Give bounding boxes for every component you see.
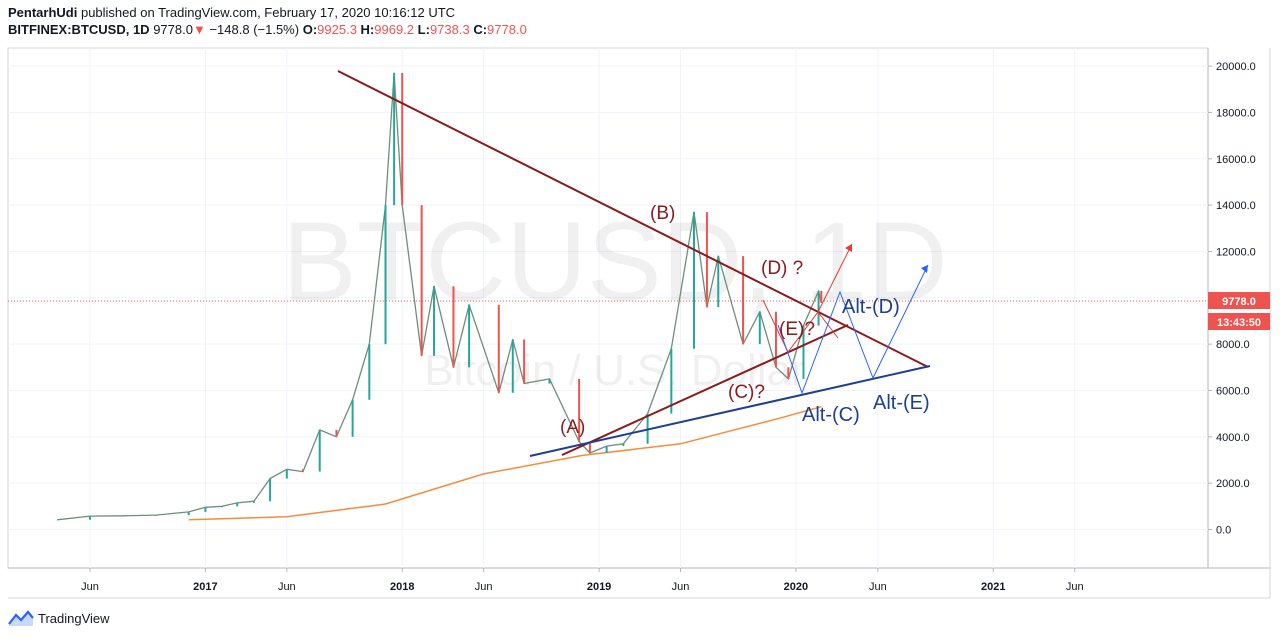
wave-label-e[interactable]: (E)? xyxy=(779,319,815,340)
chart-header: PentarhUdi published on TradingView.com,… xyxy=(8,4,1208,39)
lower-support-line-red[interactable] xyxy=(561,324,849,456)
y-tick-label: 12000.0 xyxy=(1216,246,1256,258)
price-badge xyxy=(1208,292,1270,309)
grid-horizontal xyxy=(8,65,1208,530)
y-tick-label: 2000.0 xyxy=(1216,478,1250,490)
lower-support-line-blue[interactable] xyxy=(529,365,931,457)
wave-label-b[interactable]: (B) xyxy=(650,203,675,224)
blue-wave-projection[interactable] xyxy=(777,264,929,395)
blue-arrow-head-icon xyxy=(921,265,928,273)
y-tick-label: 16000.0 xyxy=(1216,154,1256,166)
alt-label-e[interactable]: Alt-(E) xyxy=(873,392,930,414)
x-tick-label: Jun xyxy=(475,581,493,593)
x-tick-label: Jun xyxy=(81,581,99,593)
ohlc-bar: BITFINEX:BTCUSD, 1D 9778.0▼ −148.8 (−1.5… xyxy=(8,21,1208,39)
x-tick-label: Jun xyxy=(1066,581,1084,593)
upper-resistance-line[interactable] xyxy=(337,70,929,368)
y-tick-label: 8000.0 xyxy=(1216,339,1250,351)
close-value: 9778.0 xyxy=(487,22,527,37)
x-tick-label: Jun xyxy=(672,581,690,593)
moving-average-line xyxy=(188,405,822,521)
price-badge-text: 9778.0 xyxy=(1222,296,1256,308)
alt-label-d[interactable]: Alt-(D) xyxy=(842,296,900,318)
low-value: 9738.3 xyxy=(429,22,470,37)
wave-label-c[interactable]: (C)? xyxy=(728,382,765,403)
open-label: O: xyxy=(302,22,318,37)
publish-text: published on TradingView.com, February 1… xyxy=(80,5,456,20)
y-tick-label: 6000.0 xyxy=(1216,385,1250,397)
y-tick-label: 4000.0 xyxy=(1216,432,1250,444)
y-tick-label: 18000.0 xyxy=(1216,107,1256,119)
countdown-badge xyxy=(1208,313,1270,330)
drawing-layer[interactable] xyxy=(337,70,931,457)
watermark-symbol: BTCUSD, 1D xyxy=(282,199,948,324)
price-change: −148.8 (−1.5%) xyxy=(209,22,300,37)
red-wave-projection[interactable] xyxy=(762,243,853,353)
high-value: 9969.2 xyxy=(374,22,415,37)
time-axis[interactable]: Jun 2017 Jun 2018 Jun 2019 Jun 2020 Jun 2021 Jun xyxy=(81,568,1084,593)
publish-info: PentarhUdi published on TradingView.com,… xyxy=(8,4,1208,21)
grid-vertical xyxy=(89,48,1076,568)
ma-line xyxy=(188,405,822,521)
symbol-label: BITFINEX:BTCUSD, 1D xyxy=(8,22,150,37)
y-tick-label: 20000.0 xyxy=(1216,61,1256,73)
footer-brand[interactable]: TradingView xyxy=(38,610,110,626)
author-name[interactable]: PentarhUdi xyxy=(8,5,78,20)
alt-label-c[interactable]: Alt-(C) xyxy=(802,404,860,426)
red-arrow-head-icon xyxy=(845,244,852,252)
x-tick-label: 2020 xyxy=(784,581,808,593)
low-label: L: xyxy=(417,22,430,37)
x-tick-label: 2018 xyxy=(390,581,414,593)
high-label: H: xyxy=(360,22,375,37)
price-series xyxy=(57,72,823,521)
x-tick-label: 2019 xyxy=(587,581,611,593)
x-tick-label: Jun xyxy=(278,581,296,593)
countdown-badge-text: 13:43:50 xyxy=(1217,317,1261,329)
y-tick-label: 14000.0 xyxy=(1216,200,1256,212)
change-arrow-icon: ▼ xyxy=(192,22,206,37)
open-value: 9925.3 xyxy=(317,22,357,37)
y-tick-label: 0.0 xyxy=(1216,525,1231,537)
close-label: C: xyxy=(473,22,488,37)
x-tick-label: 2021 xyxy=(981,581,1005,593)
x-tick-label: 2017 xyxy=(193,581,217,593)
watermark-name: Bitcoin / U.S. Dollar xyxy=(424,346,805,395)
x-tick-label: Jun xyxy=(869,581,887,593)
last-price: 9778.0 xyxy=(153,22,193,37)
wave-label-a[interactable]: (A) xyxy=(560,417,585,438)
tradingview-logo-icon[interactable] xyxy=(8,609,34,627)
wave-label-d[interactable]: (D) ? xyxy=(761,258,803,279)
footer: TradingView xyxy=(8,609,110,627)
